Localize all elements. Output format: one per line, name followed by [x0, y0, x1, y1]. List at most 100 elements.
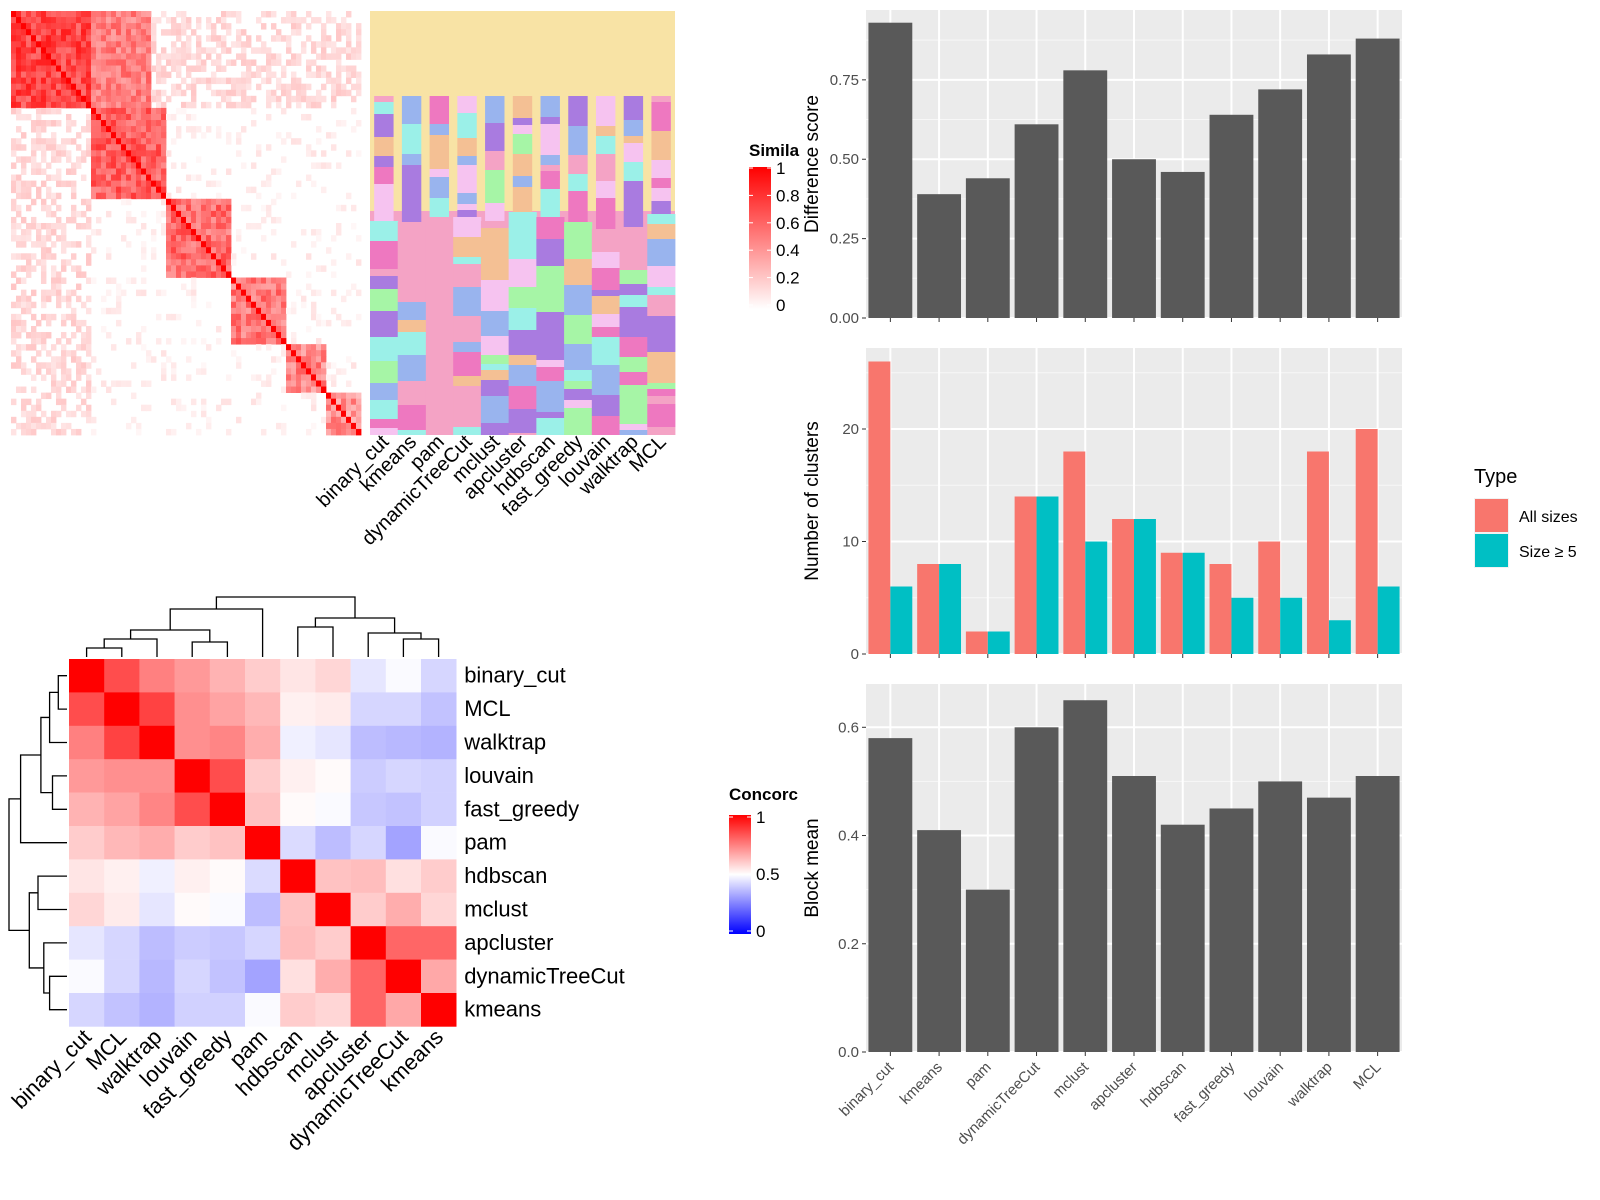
- similarity-cell: [216, 126, 222, 133]
- similarity-cell: [336, 368, 342, 375]
- similarity-cell: [346, 410, 352, 418]
- concordance-cell: [280, 659, 316, 693]
- similarity-cell: [71, 11, 77, 18]
- similarity-cell: [111, 47, 117, 54]
- similarity-cell: [31, 71, 37, 79]
- similarity-cell: [76, 271, 82, 278]
- dendrogram-branch: [40, 716, 53, 794]
- similarity-cell: [116, 89, 122, 97]
- similarity-cell: [186, 216, 192, 224]
- similarity-cell: [76, 47, 82, 54]
- similarity-cell: [76, 101, 82, 109]
- similarity-cell: [186, 374, 192, 381]
- similarity-cell: [226, 259, 232, 266]
- similarity-cell: [11, 428, 17, 436]
- similarity-cell: [46, 313, 52, 321]
- similarity-cell: [26, 89, 32, 97]
- concordance-cell: [245, 859, 281, 894]
- similarity-cell: [306, 428, 312, 436]
- similarity-cell: [316, 289, 322, 297]
- y-axis-title: Number of clusters: [802, 421, 823, 580]
- assignment-block: [619, 227, 648, 243]
- concordance-cell: [174, 859, 211, 894]
- similarity-cell: [196, 198, 202, 206]
- similarity-cell: [71, 241, 77, 248]
- similarity-cell: [46, 144, 52, 151]
- similarity-cell: [61, 59, 67, 66]
- similarity-cell: [306, 283, 312, 291]
- similarity-cell: [336, 404, 342, 412]
- similarity-cell: [351, 204, 357, 212]
- similarity-cell: [131, 53, 137, 60]
- similarity-cell: [101, 29, 107, 36]
- similarity-cell: [171, 83, 177, 91]
- similarity-cell: [161, 180, 167, 188]
- similarity-cell: [206, 235, 212, 242]
- similarity-cell: [26, 180, 32, 188]
- similarity-cell: [106, 253, 112, 260]
- similarity-cell: [56, 95, 62, 103]
- similarity-cell: [66, 29, 72, 36]
- similarity-cell: [66, 113, 72, 121]
- similarity-cell: [141, 180, 147, 188]
- similarity-cell: [126, 198, 132, 206]
- similarity-cell: [146, 95, 152, 103]
- similarity-cell: [276, 192, 282, 200]
- similarity-cell: [166, 216, 172, 224]
- similarity-cell: [76, 35, 82, 42]
- concordance-row-label: dynamicTreeCut: [464, 963, 625, 988]
- similarity-cell: [306, 356, 312, 363]
- similarity-cell: [116, 95, 122, 103]
- similarity-cell: [261, 338, 267, 345]
- similarity-cell: [136, 23, 142, 30]
- type-legend-label-size5: Size ≥ 5: [1519, 544, 1577, 561]
- similarity-cell: [41, 17, 47, 24]
- similarity-cell: [146, 29, 152, 36]
- similarity-cell: [321, 319, 327, 327]
- concordance-cell: [385, 859, 422, 894]
- similarity-cell: [56, 180, 62, 188]
- similarity-cell: [211, 253, 217, 260]
- assignment-block: [568, 126, 588, 155]
- concordance-cell: [385, 659, 422, 693]
- assignment-block: [480, 228, 510, 259]
- similarity-cell: [46, 53, 52, 60]
- similarity-cell: [71, 120, 77, 127]
- similarity-cell: [211, 168, 217, 175]
- concordance-cell: [385, 892, 422, 927]
- similarity-cell: [171, 398, 177, 406]
- similarity-cell: [111, 156, 117, 163]
- bar: [1036, 496, 1059, 654]
- assignment-block: [540, 124, 560, 155]
- similarity-cell: [126, 120, 132, 127]
- similarity-cell: [341, 17, 347, 24]
- similarity-cell: [46, 71, 52, 79]
- similarity-cell: [161, 174, 167, 181]
- similarity-cell: [231, 338, 237, 345]
- similarity-cell: [241, 313, 247, 321]
- similarity-cell: [31, 301, 37, 309]
- similarity-cell: [311, 362, 317, 369]
- similarity-cell: [36, 319, 42, 327]
- concordance-cell: [385, 926, 422, 960]
- similarity-cell: [56, 216, 62, 224]
- similarity-cell: [96, 77, 102, 85]
- similarity-cell: [11, 89, 17, 97]
- similarity-cell: [196, 156, 202, 163]
- similarity-cell: [146, 77, 152, 85]
- similarity-cell: [91, 95, 97, 103]
- assignment-block: [480, 364, 510, 370]
- similarity-cell: [226, 47, 232, 54]
- similarity-cell: [166, 29, 172, 36]
- similarity-cell: [146, 35, 152, 42]
- similarity-cell: [331, 289, 337, 297]
- similarity-cell: [146, 71, 152, 79]
- similarity-cell: [106, 162, 112, 169]
- similarity-cell: [226, 241, 232, 248]
- similarity-cell: [276, 132, 282, 139]
- similarity-cell: [301, 47, 307, 54]
- dendrogram-branch: [37, 875, 67, 911]
- similarity-cell: [221, 265, 227, 272]
- similarity-cell: [251, 325, 257, 333]
